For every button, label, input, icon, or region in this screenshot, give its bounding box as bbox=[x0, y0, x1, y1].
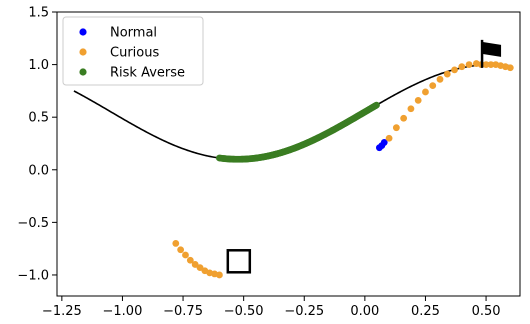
y-tick-label: 0.5 bbox=[28, 111, 49, 126]
point-curious bbox=[443, 70, 451, 78]
point-curious bbox=[182, 251, 189, 259]
legend-label-curious: Curious bbox=[110, 46, 159, 61]
point-curious bbox=[177, 246, 185, 254]
point-curious bbox=[465, 61, 473, 68]
point-curious bbox=[385, 134, 393, 142]
legend-marker-normal bbox=[79, 28, 87, 36]
x-tick-label: 0.25 bbox=[411, 304, 440, 319]
start-box-marker bbox=[226, 249, 252, 274]
goal-flag-icon bbox=[482, 41, 502, 57]
x-tick-label: 0.00 bbox=[350, 304, 379, 319]
point-curious bbox=[506, 64, 514, 72]
legend-box bbox=[62, 16, 204, 86]
point-curious bbox=[400, 114, 408, 122]
legend-marker-curious bbox=[79, 48, 87, 56]
legend-label-risk-averse: Risk Averse bbox=[110, 66, 185, 81]
x-tick-label: −1.00 bbox=[103, 304, 143, 319]
x-tick-label: −0.75 bbox=[163, 304, 203, 319]
point-curious bbox=[196, 264, 204, 271]
point-curious bbox=[186, 256, 194, 264]
point-curious bbox=[392, 124, 400, 132]
y-tick-label: −1.0 bbox=[17, 268, 49, 283]
marker-layer bbox=[226, 39, 502, 274]
point-curious bbox=[482, 61, 490, 68]
point-curious bbox=[191, 261, 199, 268]
series-layer bbox=[172, 60, 514, 279]
point-normal bbox=[380, 139, 388, 146]
point-curious bbox=[487, 61, 495, 68]
legend-marker-risk-averse bbox=[79, 68, 87, 76]
point-curious bbox=[414, 96, 422, 104]
x-tick-label: −0.50 bbox=[224, 304, 264, 319]
point-curious bbox=[436, 75, 444, 83]
point-curious bbox=[429, 82, 437, 90]
point-curious bbox=[407, 105, 415, 113]
legend-label-normal: Normal bbox=[110, 26, 157, 41]
point-curious bbox=[422, 88, 429, 96]
point-curious bbox=[172, 240, 180, 247]
y-tick-label: −0.5 bbox=[17, 216, 49, 231]
plot-frame bbox=[56, 11, 521, 297]
y-tick-label: 1.0 bbox=[28, 58, 49, 73]
axes-layer: −1.25 −1.00 −0.75 −0.50 −0.25 0.00 0.25 0.50 −1.… bbox=[17, 6, 521, 319]
point-curious bbox=[458, 63, 466, 71]
point-curious bbox=[216, 271, 223, 279]
x-tick-label: −1.25 bbox=[42, 304, 82, 319]
y-tick-label: 0.0 bbox=[28, 163, 49, 178]
legend: Normal Curious Risk Averse bbox=[62, 16, 204, 86]
x-tick-label: −0.25 bbox=[284, 304, 324, 319]
x-tick-label: 0.50 bbox=[472, 304, 501, 319]
y-tick-label: 1.5 bbox=[28, 6, 49, 21]
point-curious bbox=[451, 66, 458, 74]
point-risk-averse bbox=[373, 101, 380, 109]
